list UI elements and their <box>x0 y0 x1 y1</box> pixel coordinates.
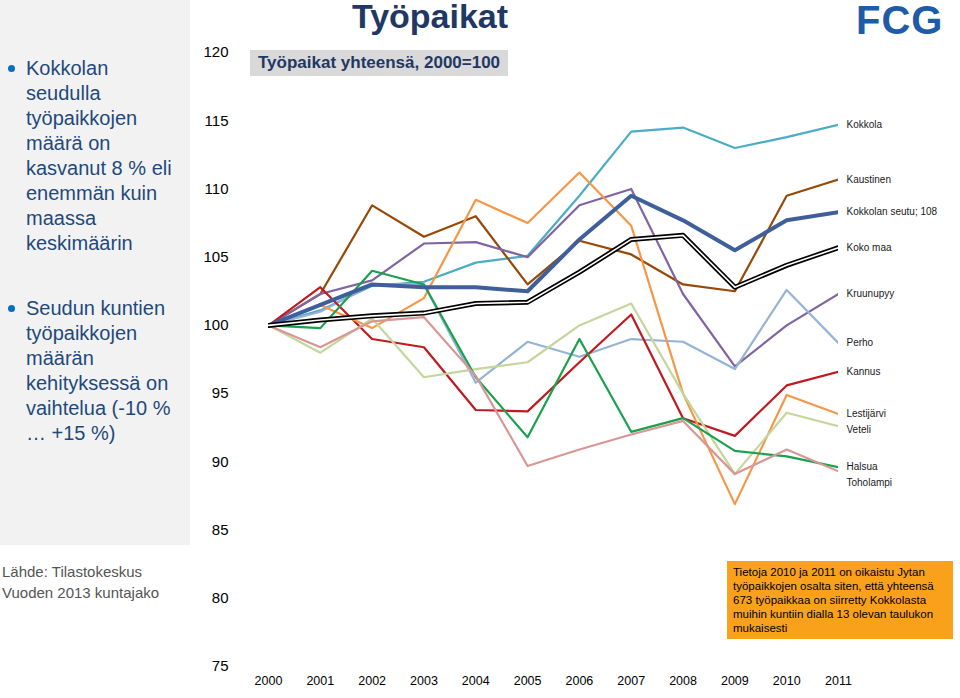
svg-text:90: 90 <box>212 453 229 470</box>
svg-text:2007: 2007 <box>617 674 645 688</box>
svg-text:2006: 2006 <box>566 674 594 688</box>
html-text:Tietoja 2010 ja 2011 on oikais: Tietoja 2010 ja 2011 on oikaistu Jytan t… <box>733 566 934 634</box>
svg-text:Kannus: Kannus <box>847 366 881 377</box>
svg-text:2011: 2011 <box>825 674 852 688</box>
svg-text:Halsua: Halsua <box>847 461 879 472</box>
html-text:Työpaikat yhteensä, 2000=100: Työpaikat yhteensä, 2000=100 <box>258 53 501 72</box>
svg-text:2008: 2008 <box>669 674 697 688</box>
svg-text:2000: 2000 <box>255 674 283 688</box>
svg-text:Perho: Perho <box>847 337 874 348</box>
svg-text:Veteli: Veteli <box>847 424 871 435</box>
svg-text:2003: 2003 <box>410 674 438 688</box>
svg-text:105: 105 <box>203 248 228 265</box>
html-text:Seudun kuntien työpaikkojen mä: Seudun kuntien työpaikkojen määrän kehit… <box>26 297 171 444</box>
svg-text:110: 110 <box>205 180 229 197</box>
svg-text:Lestijärvi: Lestijärvi <box>847 408 886 419</box>
svg-text:2005: 2005 <box>514 674 542 688</box>
html-text:Kokkolan seudulla työpaikkojen: Kokkolan seudulla työpaikkojen määrä on … <box>26 57 172 254</box>
svg-text:75: 75 <box>212 657 229 674</box>
svg-text:2004: 2004 <box>462 674 490 688</box>
svg-text:2009: 2009 <box>721 674 749 688</box>
svg-text:Kruunupyy: Kruunupyy <box>847 288 895 299</box>
svg-text:2002: 2002 <box>358 674 386 688</box>
html-text:Vuoden 2013 kuntajako: Vuoden 2013 kuntajako <box>2 584 160 601</box>
svg-text:80: 80 <box>212 589 229 606</box>
svg-text:100: 100 <box>203 316 228 333</box>
svg-text:120: 120 <box>203 43 228 60</box>
svg-text:Kokkola: Kokkola <box>847 119 883 130</box>
svg-text:Toholampi: Toholampi <box>847 477 893 488</box>
svg-text:Kaustinen: Kaustinen <box>847 174 891 185</box>
svg-text:2010: 2010 <box>773 674 801 688</box>
svg-text:2001: 2001 <box>306 674 334 688</box>
svg-text:115: 115 <box>205 112 229 129</box>
svg-text:Kokkolan seutu; 108: Kokkolan seutu; 108 <box>847 206 938 217</box>
svg-text:85: 85 <box>212 521 229 538</box>
html-text:Lähde: Tilastokeskus: Lähde: Tilastokeskus <box>2 563 143 580</box>
svg-text:95: 95 <box>212 384 229 401</box>
svg-text:Koko maa: Koko maa <box>847 242 892 253</box>
